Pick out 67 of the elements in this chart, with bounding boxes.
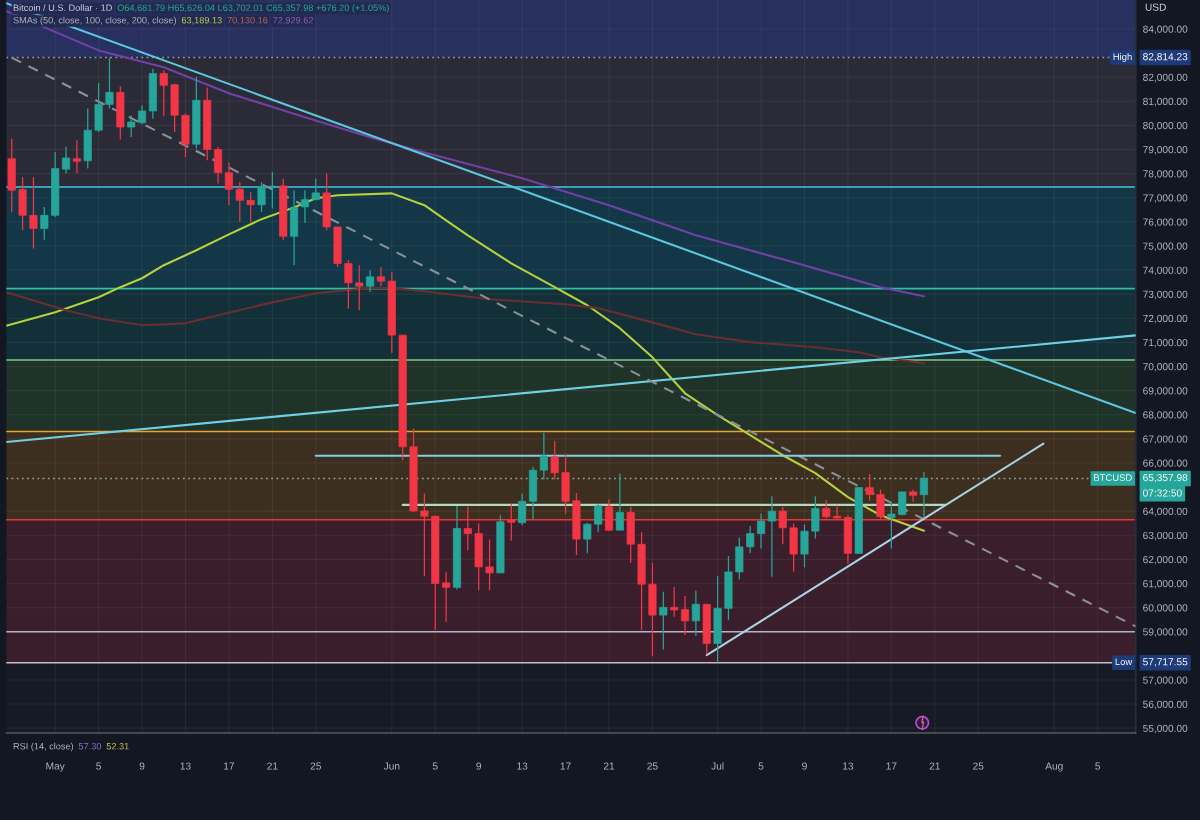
x-tick-label: 13 xyxy=(517,762,528,770)
x-tick-label: Jul xyxy=(711,762,724,770)
y-tick-label: 59,000.00 xyxy=(1143,628,1188,637)
text: 07:32:50 xyxy=(1143,489,1182,497)
y-tick-label: 73,000.00 xyxy=(1143,290,1188,300)
x-tick-label: 21 xyxy=(929,762,940,770)
y-tick-label: 69,000.00 xyxy=(1143,387,1188,396)
y-tick-label: 68,000.00 xyxy=(1143,411,1188,420)
x-tick-label: 25 xyxy=(310,762,322,770)
y-tick-label: 84,000.00 xyxy=(1143,25,1188,34)
y-tick-label: 74,000.00 xyxy=(1143,266,1188,276)
y-tick-label: 56,000.00 xyxy=(1143,700,1188,710)
y-tick-label: 81,000.00 xyxy=(1143,97,1188,107)
annotation: 72,929.62 xyxy=(273,16,313,25)
x-tick-label: 9 xyxy=(802,762,807,770)
x-tick-label: 5 xyxy=(432,762,438,770)
x-tick-label: 25 xyxy=(973,762,984,770)
text: 52.31 xyxy=(106,742,129,750)
text: 57.30 xyxy=(78,742,102,750)
y-tick-label: 79,000.00 xyxy=(1143,146,1188,155)
x-tick-label: 13 xyxy=(180,762,191,770)
ref-line-label: Low xyxy=(1115,658,1133,666)
y-tick-label: 64,000.00 xyxy=(1143,507,1188,517)
y-tick-label: 80,000.00 xyxy=(1143,121,1188,131)
x-tick-label: 25 xyxy=(647,762,658,770)
ref-line-label: BTCUSD xyxy=(1094,474,1132,481)
chart-subtitle: O64,681.79 H65,626.04 L63,702.01 C65,357.98 +676.20 (+1.05%) xyxy=(117,4,389,13)
y-axis-title: USD xyxy=(1145,3,1166,11)
annotation: 65,357.98 xyxy=(1143,473,1188,483)
y-tick-label: 61,000.00 xyxy=(1143,580,1188,589)
x-tick-label: 21 xyxy=(603,762,615,770)
y-tick-label: 55,000.00 xyxy=(1143,724,1188,734)
text: RSI (14, close) xyxy=(13,742,74,752)
annotation: SMAs (50, close, 100, close, 200, close) xyxy=(13,16,176,26)
y-tick-label: 60,000.00 xyxy=(1143,604,1188,613)
y-tick-label: 72,000.00 xyxy=(1143,314,1188,324)
x-tick-label: 9 xyxy=(139,762,145,770)
y-tick-label: 77,000.00 xyxy=(1143,194,1188,203)
y-tick-label: 62,000.00 xyxy=(1143,555,1188,565)
y-tick-label: 66,000.00 xyxy=(1143,459,1188,468)
y-tick-label: 75,000.00 xyxy=(1143,242,1188,251)
y-tick-label: 82,000.00 xyxy=(1143,73,1188,83)
ref-line-label: High xyxy=(1113,53,1132,62)
x-tick-label: May xyxy=(46,762,65,772)
x-tick-label: 5 xyxy=(1095,762,1101,770)
chart-title: Bitcoin / U.S. Dollar · 1D xyxy=(13,4,112,11)
x-tick-label: 17 xyxy=(560,762,571,770)
y-tick-label: 76,000.00 xyxy=(1143,218,1188,227)
annotation: 63,189.13 xyxy=(181,16,222,25)
y-tick-label: 63,000.00 xyxy=(1143,531,1188,541)
x-tick-label: 5 xyxy=(758,762,764,770)
x-tick-label: 9 xyxy=(476,762,482,770)
x-tick-label: 13 xyxy=(843,762,854,770)
y-tick-label: 78,000.00 xyxy=(1143,170,1188,179)
x-tick-label: 21 xyxy=(267,762,278,770)
annotation: 82,814.23 xyxy=(1143,53,1188,62)
y-tick-label: 70,000.00 xyxy=(1143,363,1188,372)
x-tick-label: Aug xyxy=(1045,762,1063,772)
x-tick-label: 5 xyxy=(96,762,101,770)
x-tick-label: 17 xyxy=(886,762,897,770)
x-tick-label: 17 xyxy=(224,762,235,770)
x-tick-label: Jun xyxy=(383,762,400,770)
y-tick-label: 67,000.00 xyxy=(1143,435,1188,444)
y-tick-label: 57,000.00 xyxy=(1143,676,1188,685)
annotation: 57,717.55 xyxy=(1143,658,1188,667)
y-tick-label: 71,000.00 xyxy=(1143,338,1188,348)
annotation: 70,130.16 xyxy=(227,16,268,25)
